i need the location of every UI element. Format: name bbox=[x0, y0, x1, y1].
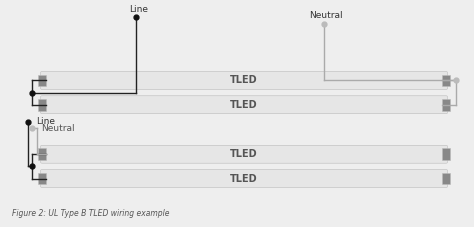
Bar bbox=[442, 99, 450, 111]
Bar bbox=[38, 74, 46, 86]
Bar bbox=[442, 74, 450, 86]
Bar bbox=[38, 173, 46, 185]
Text: Line: Line bbox=[129, 5, 148, 14]
Text: Line: Line bbox=[36, 117, 55, 126]
Text: Neutral: Neutral bbox=[41, 124, 74, 133]
FancyBboxPatch shape bbox=[41, 72, 447, 89]
Text: TLED: TLED bbox=[230, 75, 258, 86]
FancyBboxPatch shape bbox=[41, 96, 447, 114]
Text: TLED: TLED bbox=[230, 173, 258, 183]
FancyBboxPatch shape bbox=[41, 145, 447, 163]
Bar bbox=[38, 99, 46, 111]
Text: TLED: TLED bbox=[230, 149, 258, 159]
Bar bbox=[442, 148, 450, 160]
Text: Figure 2: UL Type B TLED wiring example: Figure 2: UL Type B TLED wiring example bbox=[12, 209, 170, 218]
FancyBboxPatch shape bbox=[41, 170, 447, 188]
Text: TLED: TLED bbox=[230, 100, 258, 110]
Bar bbox=[38, 148, 46, 160]
Text: Neutral: Neutral bbox=[309, 11, 343, 20]
Bar bbox=[442, 173, 450, 185]
